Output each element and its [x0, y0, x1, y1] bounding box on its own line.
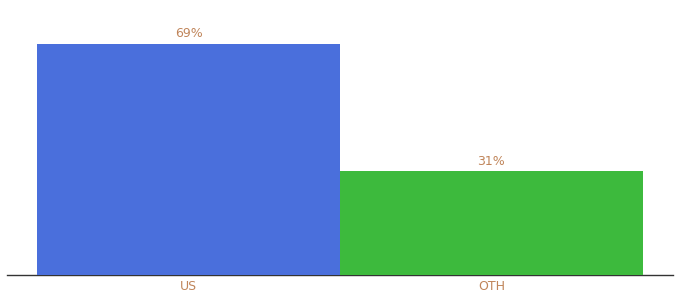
Bar: [340, 171, 643, 275]
Text: 69%: 69%: [175, 28, 203, 40]
Text: 31%: 31%: [477, 155, 505, 168]
Bar: [37, 44, 340, 275]
